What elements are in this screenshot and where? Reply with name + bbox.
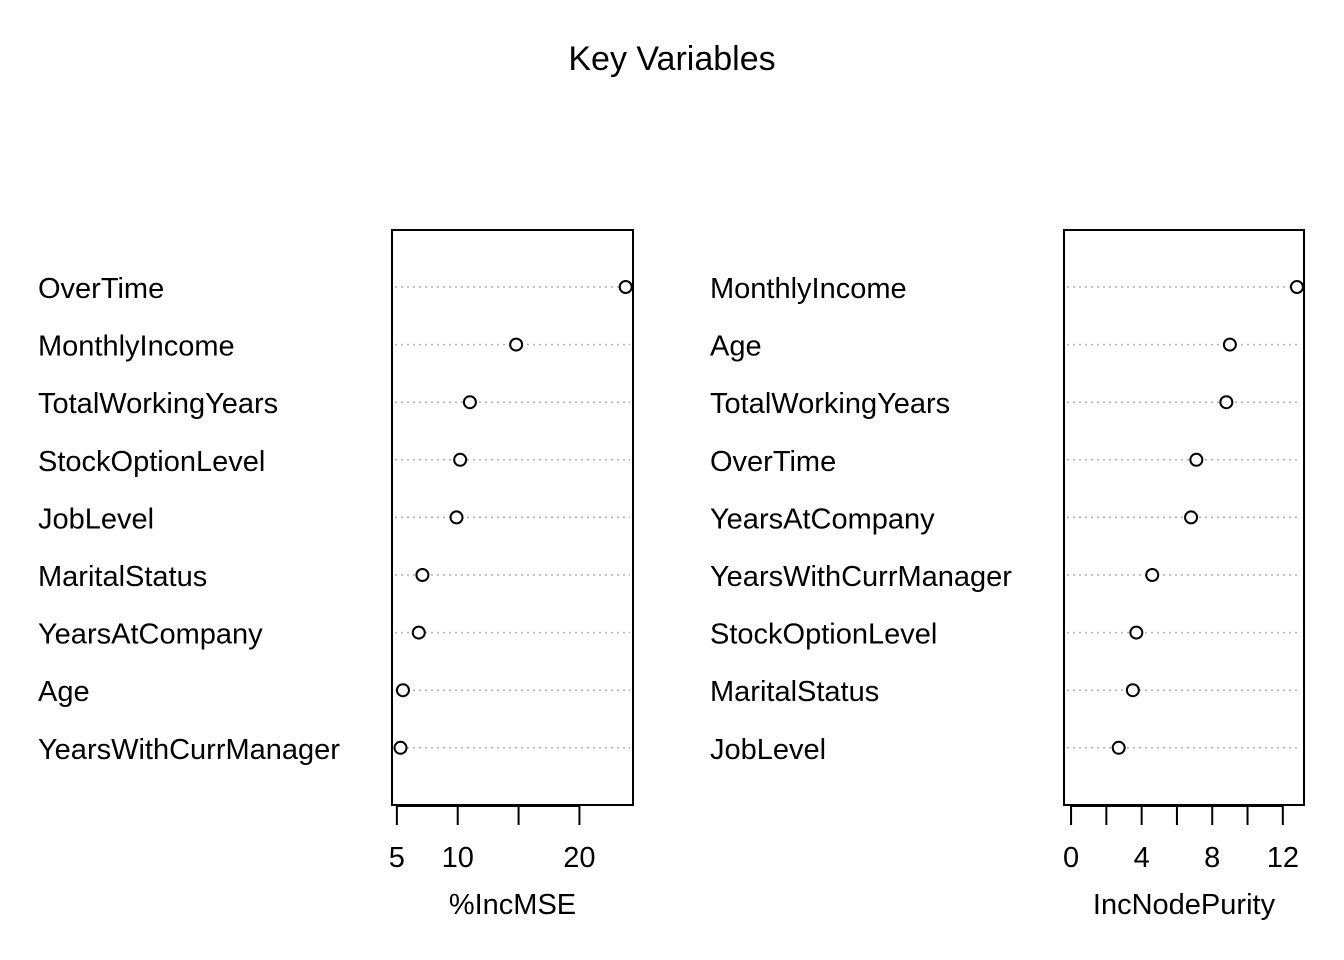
x-tick-label: 5: [389, 842, 405, 874]
data-point: [462, 395, 477, 410]
category-label: MonthlyIncome: [38, 331, 235, 363]
category-label: JobLevel: [710, 734, 826, 766]
data-point: [1222, 337, 1237, 352]
x-tick-label: 8: [1204, 842, 1220, 874]
category-label: YearsAtCompany: [710, 503, 935, 535]
data-point: [1145, 568, 1160, 582]
category-label: YearsAtCompany: [38, 619, 263, 651]
data-point: [1189, 452, 1204, 467]
x-tick-label: 20: [563, 842, 595, 874]
chart-title: Key Variables: [568, 40, 775, 78]
data-point: [415, 568, 430, 582]
category-label: MonthlyIncome: [710, 273, 907, 305]
x-axis-title: IncNodePurity: [1093, 889, 1276, 921]
data-point: [1125, 683, 1140, 698]
x-axis-title: %IncMSE: [449, 889, 576, 921]
data-point: [509, 337, 524, 352]
x-tick-label: 12: [1267, 842, 1299, 874]
category-label: OverTime: [38, 273, 164, 305]
category-label: YearsWithCurrManager: [710, 561, 1012, 593]
category-label: JobLevel: [38, 503, 154, 535]
x-tick-label: 0: [1063, 842, 1079, 874]
data-point: [1289, 280, 1304, 294]
data-point: [1111, 740, 1126, 755]
data-point: [1129, 625, 1144, 640]
category-label: Age: [710, 331, 762, 363]
x-tick-label: 10: [442, 842, 474, 874]
category-label: MaritalStatus: [710, 676, 879, 708]
category-label: MaritalStatus: [38, 561, 207, 593]
data-point: [411, 625, 426, 640]
data-point: [449, 510, 464, 525]
data-point: [453, 452, 468, 467]
category-label: TotalWorkingYears: [710, 388, 950, 420]
data-point: [1219, 395, 1234, 410]
category-label: StockOptionLevel: [38, 446, 265, 478]
plot-frame: [391, 229, 634, 806]
category-label: TotalWorkingYears: [38, 388, 278, 420]
data-point: [393, 740, 408, 755]
panel-incmse: OverTime MonthlyIncome TotalWorkingYears St…: [38, 229, 634, 921]
x-tick-label: 4: [1134, 842, 1150, 874]
category-label: Age: [38, 676, 90, 708]
category-label: YearsWithCurrManager: [38, 734, 340, 766]
plot-frame: [1063, 229, 1305, 806]
data-point: [395, 683, 410, 698]
data-point: [618, 280, 633, 294]
data-point: [1184, 510, 1199, 525]
category-label: OverTime: [710, 446, 836, 478]
panel-incnodepurity: MonthlyIncome Age TotalWorkingYears OverTim…: [710, 229, 1305, 921]
category-label: StockOptionLevel: [710, 619, 937, 651]
